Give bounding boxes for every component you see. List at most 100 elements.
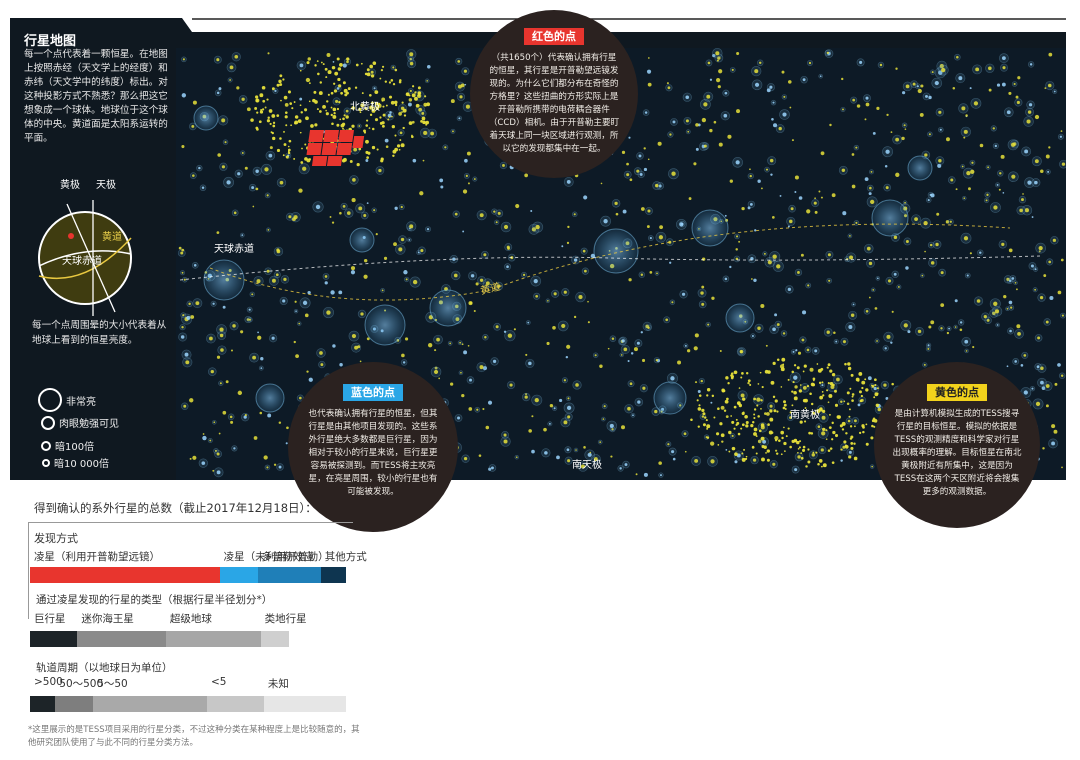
star-point: [780, 386, 783, 388]
star-point: [711, 296, 715, 300]
star-point: [694, 381, 698, 384]
star-point: [985, 199, 988, 202]
star-point: [772, 395, 776, 399]
star-point: [351, 198, 356, 203]
blue-star-halo: [429, 289, 467, 327]
star-point: [744, 414, 748, 419]
star-point: [842, 445, 846, 449]
star-point: [566, 180, 571, 184]
star-point: [702, 423, 706, 427]
star-point: [346, 60, 349, 64]
star-point: [401, 101, 404, 104]
bar-segment: [206, 696, 264, 712]
star-point: [276, 148, 281, 153]
halo-size-note: 每一个点周围晕的大小代表着从地球上看到的恒星亮度。: [32, 320, 167, 346]
star-point: [806, 384, 810, 388]
star-point: [566, 448, 570, 452]
star-point: [683, 432, 687, 436]
star-point: [370, 74, 375, 78]
star-point: [224, 141, 227, 144]
star-point: [818, 459, 823, 463]
star-point: [735, 160, 740, 165]
star-point: [279, 180, 284, 185]
star-point: [772, 462, 776, 466]
star-point: [289, 102, 293, 105]
star-point: [360, 62, 363, 65]
star-point: [547, 299, 549, 302]
star-point: [233, 211, 237, 215]
callout-yellow-text: 是由计算机模拟生成的TESS搜寻行星的目标恒星。模拟的依据是TESS的观测精度和…: [892, 409, 1022, 497]
star-point: [276, 83, 280, 87]
star-point: [403, 114, 407, 117]
star-point: [868, 192, 872, 196]
star-point: [332, 115, 337, 119]
star-point: [986, 193, 989, 196]
star-point: [642, 358, 646, 362]
star-point: [255, 98, 259, 103]
star-point: [396, 144, 401, 148]
star-point: [293, 101, 296, 103]
blue-star-halo: [593, 228, 639, 274]
star-point: [287, 148, 291, 152]
star-point: [266, 269, 270, 273]
star-point: [710, 401, 713, 404]
star-point: [333, 112, 336, 115]
star-point: [599, 364, 603, 368]
star-point: [988, 88, 992, 92]
north-ecliptic-pole-label: 北黄极: [350, 102, 380, 113]
star-point: [850, 373, 854, 377]
star-point: [1008, 91, 1012, 95]
star-point: [669, 261, 672, 264]
star-point: [983, 315, 987, 319]
star-point: [827, 382, 830, 385]
star-point: [1036, 365, 1040, 369]
star-point: [1021, 198, 1024, 202]
star-point: [233, 447, 236, 450]
star-point: [827, 253, 831, 257]
star-point: [373, 209, 376, 212]
star-point: [458, 117, 461, 120]
bar-category-label: >500: [34, 676, 63, 688]
star-point: [1024, 149, 1029, 154]
star-point: [593, 457, 598, 462]
star-point: [301, 147, 303, 150]
star-point: [873, 378, 877, 382]
star-point: [710, 441, 715, 446]
star-point: [814, 349, 818, 353]
star-point: [340, 123, 345, 128]
star-point: [794, 468, 798, 472]
star-point: [181, 326, 184, 329]
star-point: [757, 383, 760, 385]
star-point: [820, 465, 823, 468]
star-point: [733, 405, 737, 409]
star-point: [182, 314, 185, 317]
star-point: [812, 451, 815, 454]
star-point: [809, 392, 812, 396]
star-point: [706, 388, 711, 392]
star-point: [457, 416, 461, 420]
ecliptic-line: [209, 223, 1011, 301]
celestial-equator-line: [179, 255, 1041, 281]
star-point: [255, 187, 259, 191]
footnote: *这里展示的是TESS项目采用的行星分类，不过这种分类在某种程度上是比较随意的，…: [28, 725, 360, 748]
size-bar: [30, 631, 346, 647]
star-point: [817, 368, 822, 373]
star-point: [642, 386, 646, 390]
star-point: [299, 97, 303, 101]
star-point: [822, 394, 825, 397]
star-point: [847, 362, 851, 366]
star-point: [1009, 329, 1012, 333]
star-point: [292, 217, 296, 222]
star-point: [507, 246, 510, 250]
star-point: [524, 395, 528, 399]
star-point: [946, 137, 950, 142]
star-point: [422, 159, 425, 162]
star-point: [818, 190, 821, 193]
star-point: [731, 68, 734, 71]
star-point: [333, 89, 338, 93]
star-point: [310, 124, 314, 128]
star-point: [366, 202, 369, 205]
star-point: [776, 264, 781, 269]
star-point: [884, 347, 887, 350]
star-point: [392, 83, 396, 86]
